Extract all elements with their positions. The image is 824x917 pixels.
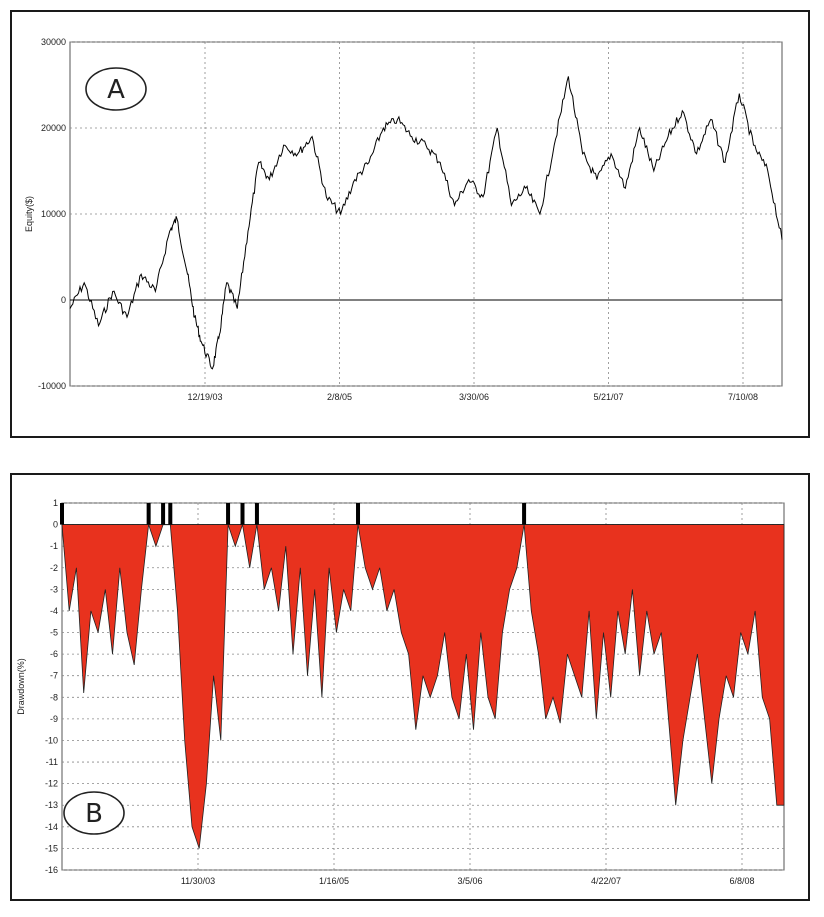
y-tick-label: -16 — [45, 865, 58, 875]
panel-badge-label: A — [107, 75, 125, 105]
new-high-marker — [240, 503, 245, 525]
y-tick-label: -9 — [50, 714, 58, 724]
y-tick-label: 1 — [53, 498, 58, 508]
y-axis-label: Drawdown(%) — [16, 658, 26, 715]
equity-chart: -10000 0 10000 20000 30000 12/19/03 2/8/05 3/30… — [24, 37, 783, 402]
new-high-marker — [226, 503, 231, 525]
y-tick-label: -11 — [46, 757, 58, 767]
y-tick-label: -3 — [50, 584, 58, 594]
new-high-marker — [356, 503, 361, 525]
new-high-marker — [60, 503, 64, 525]
y-tick-label: -5 — [50, 628, 58, 638]
panel-badge — [85, 67, 147, 111]
drawdown-area — [61, 524, 785, 849]
new-high-marker — [161, 503, 166, 525]
y-tick-label: -8 — [50, 692, 58, 702]
y-tick-label: -13 — [45, 800, 58, 810]
x-tick-label: 2/8/05 — [327, 392, 352, 402]
panel-badge-label: B — [85, 799, 103, 829]
y-tick-label: 0 — [53, 520, 58, 530]
y-tick-label: -6 — [50, 649, 58, 659]
new-high-marker — [146, 503, 151, 525]
x-tick-label: 3/30/06 — [459, 392, 489, 402]
y-tick-label: -12 — [45, 779, 58, 789]
equity-line — [69, 76, 783, 370]
y-tick-label: -14 — [45, 822, 58, 832]
y-tick-label: -15 — [45, 843, 58, 853]
equity-chart-panel: -10000 0 10000 20000 30000 12/19/03 2/8/05 3/30… — [10, 10, 810, 438]
y-tick-label: -1 — [50, 541, 58, 551]
drawdown-chart: 1 0 -1 -2 -3 -4 -5 -6 -7 -8 -9 -10 -11 -12 -13 -14 -15 -1… — [16, 498, 785, 886]
x-tick-label: 1/16/05 — [319, 876, 349, 886]
x-tick-label: 4/22/07 — [591, 876, 621, 886]
y-tick-label: -10 — [45, 735, 58, 745]
x-tick-label: 11/30/03 — [181, 876, 215, 886]
x-tick-label: 5/21/07 — [593, 392, 623, 402]
y-tick-label: 30000 — [41, 37, 66, 47]
x-tick-label: 6/8/08 — [729, 876, 754, 886]
x-tick-label: 7/10/08 — [728, 392, 758, 402]
y-tick-label: -4 — [50, 606, 58, 616]
y-axis-label: Equity($) — [24, 196, 34, 232]
y-tick-label: -7 — [50, 671, 58, 681]
panel-badge — [63, 791, 125, 835]
y-tick-label: 20000 — [41, 123, 66, 133]
y-tick-label: 0 — [61, 295, 66, 305]
drawdown-chart-panel: 1 0 -1 -2 -3 -4 -5 -6 -7 -8 -9 -10 -11 -12 -13 -14 -15 -1… — [10, 473, 810, 901]
y-tick-label: -2 — [50, 563, 58, 573]
new-high-marker — [254, 503, 259, 525]
y-tick-label: 10000 — [41, 209, 66, 219]
y-tick-label: -10000 — [38, 381, 66, 391]
new-high-marker — [168, 503, 173, 525]
new-high-marker — [522, 503, 527, 525]
x-tick-label: 12/19/03 — [187, 392, 222, 402]
x-tick-label: 3/5/06 — [457, 876, 482, 886]
